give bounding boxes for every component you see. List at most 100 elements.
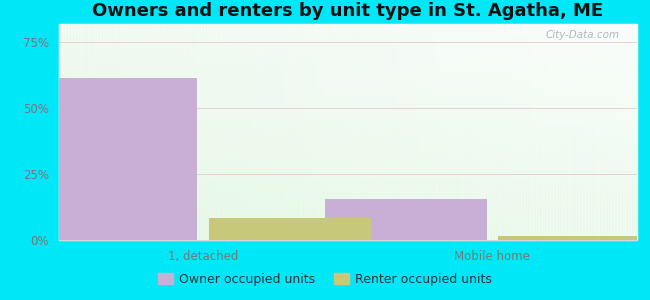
Bar [58,62,637,63]
Bar [58,40,637,41]
Bar [58,73,637,74]
Bar [394,24,397,240]
Bar [58,75,637,76]
Bar [58,70,637,71]
Bar [58,101,637,102]
Bar [541,24,545,240]
Bar [58,63,637,64]
Bar [623,24,625,240]
Bar [605,24,608,240]
Bar [58,197,637,198]
Bar [58,127,637,128]
Bar [70,24,73,240]
Bar [224,24,226,240]
Bar [58,71,637,73]
Bar [58,195,637,196]
Bar [550,24,553,240]
Bar [58,175,637,176]
Bar [440,24,443,240]
Bar [177,24,180,240]
Bar [58,44,637,46]
Bar [276,24,278,240]
Bar [58,160,637,161]
Bar [577,24,579,240]
Bar [284,24,287,240]
Bar [354,24,356,240]
Bar [58,193,637,194]
Bar [58,194,637,195]
Bar [603,24,605,240]
Bar [58,103,637,104]
Bar [400,24,403,240]
Bar [365,24,368,240]
Bar [58,163,637,164]
Bar [58,88,637,89]
Bar [58,80,637,81]
Bar [374,24,377,240]
Bar [58,211,637,212]
Bar [287,24,290,240]
Bar [122,24,125,240]
Bar [58,68,637,69]
Bar [79,24,82,240]
Bar [58,202,637,203]
Bar [145,24,148,240]
Bar [368,24,371,240]
Bar [313,24,316,240]
Bar [58,171,637,172]
Bar [58,24,61,240]
Bar [58,155,637,156]
Bar [96,24,99,240]
Bar [58,218,637,220]
Bar [58,204,637,206]
Bar [58,162,637,163]
Bar [119,24,122,240]
Bar [521,24,524,240]
Bar [472,24,475,240]
Bar [565,24,567,240]
Bar [58,91,637,92]
Bar [206,24,209,240]
Bar [58,158,637,159]
Bar [58,89,637,90]
Bar [58,187,637,188]
Bar [58,85,637,86]
Bar [362,24,365,240]
Bar [58,170,637,171]
Bar [58,119,637,120]
Bar [380,24,382,240]
Bar [58,117,637,118]
Bar [58,123,637,124]
Bar [168,24,172,240]
Bar [58,132,637,133]
Bar [58,66,637,67]
Bar [452,24,455,240]
Bar [58,216,637,217]
Bar [435,24,437,240]
Bar [591,24,593,240]
Bar [493,24,495,240]
Bar [371,24,374,240]
Bar [58,141,637,142]
Bar [58,178,637,179]
Bar [58,135,637,136]
Bar [58,69,637,70]
Bar [244,24,246,240]
Bar [423,24,426,240]
Bar [513,24,515,240]
Bar [58,222,637,223]
Bar [220,24,224,240]
Bar [157,24,160,240]
Bar [498,236,650,240]
Bar [58,118,637,119]
Bar [58,210,637,211]
Bar [458,24,461,240]
Bar [507,24,510,240]
Bar [162,24,166,240]
Bar [536,24,539,240]
Bar [58,27,637,28]
Bar [58,239,637,240]
Bar [58,157,637,158]
Bar [250,24,252,240]
Bar [58,238,637,239]
